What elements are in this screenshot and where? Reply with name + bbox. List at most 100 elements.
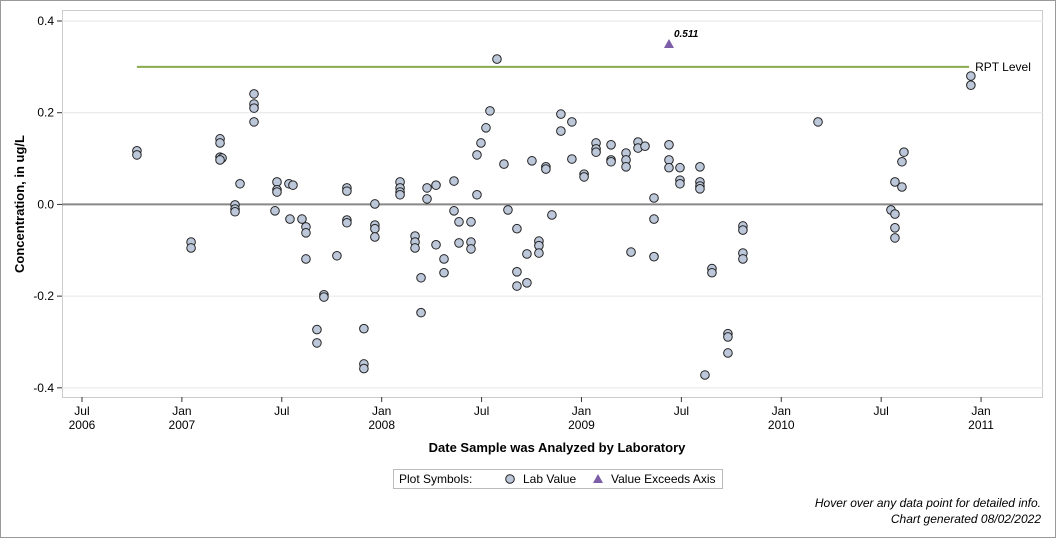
point xyxy=(439,267,449,278)
point xyxy=(890,223,900,233)
y-tick-label: -0.4 xyxy=(33,381,54,395)
point xyxy=(416,272,426,283)
point xyxy=(503,205,513,215)
point xyxy=(319,292,329,302)
point xyxy=(297,214,307,224)
x-tick-label: Jul 2006 xyxy=(68,404,96,432)
x-tick-label: Jan 2008 xyxy=(368,404,396,432)
point xyxy=(723,332,733,342)
point xyxy=(499,159,509,169)
point xyxy=(675,178,685,189)
point xyxy=(567,117,577,127)
point xyxy=(723,348,733,358)
x-tick-label: Jul xyxy=(473,404,490,418)
note: Hover over any data point for detailed i… xyxy=(815,496,1041,510)
point xyxy=(312,338,322,348)
point xyxy=(579,172,589,182)
point xyxy=(439,254,449,264)
point xyxy=(312,324,322,335)
point xyxy=(230,206,240,217)
point xyxy=(707,267,717,278)
point xyxy=(359,323,369,334)
point xyxy=(466,244,476,254)
point xyxy=(422,194,432,204)
point xyxy=(472,189,482,200)
point xyxy=(591,147,601,157)
point xyxy=(449,206,459,216)
y-tick-label: 0.4 xyxy=(37,14,54,28)
point xyxy=(606,140,616,150)
point xyxy=(342,186,352,196)
point xyxy=(649,251,659,262)
point xyxy=(512,267,522,277)
point xyxy=(527,156,537,166)
legend-title: Plot Symbols: xyxy=(399,472,472,486)
point xyxy=(301,228,311,238)
point xyxy=(966,71,976,81)
point xyxy=(132,150,142,160)
point xyxy=(431,239,441,250)
point xyxy=(522,278,532,288)
legend-label: Lab Value xyxy=(523,472,576,486)
legend-box xyxy=(393,469,723,489)
x-tick-label: Jan 2010 xyxy=(767,404,795,432)
point xyxy=(249,117,259,127)
exceeds-label: 0.511 xyxy=(674,29,699,40)
x-tick-label: Jul xyxy=(274,404,290,418)
point xyxy=(664,140,674,150)
point xyxy=(738,225,748,235)
point xyxy=(534,248,544,258)
point xyxy=(890,233,900,243)
point xyxy=(512,223,522,234)
legend-symbol xyxy=(593,474,603,483)
point xyxy=(897,182,907,192)
legend-label: Value Exceeds Axis xyxy=(611,472,716,486)
point xyxy=(359,363,369,374)
point xyxy=(567,154,577,164)
point xyxy=(966,80,976,90)
point xyxy=(431,180,441,190)
point xyxy=(186,243,196,253)
point xyxy=(675,162,685,173)
x-axis-label: Date Sample was Analyzed by Laboratory xyxy=(429,440,686,455)
point xyxy=(899,147,909,157)
point xyxy=(556,109,566,119)
point xyxy=(738,254,748,264)
y-tick-label: 0.2 xyxy=(37,106,54,120)
x-tick-label: Jul xyxy=(673,404,690,418)
point xyxy=(897,156,907,167)
point xyxy=(272,187,282,197)
x-tick-label: Jan 2009 xyxy=(568,404,595,432)
point xyxy=(890,209,900,219)
point xyxy=(522,249,532,259)
point xyxy=(649,214,659,224)
x-tick-label: Jan 2007 xyxy=(168,404,196,432)
point xyxy=(700,370,710,380)
point xyxy=(270,206,280,216)
point xyxy=(626,247,636,257)
point xyxy=(621,162,631,172)
point xyxy=(342,217,352,228)
point xyxy=(556,126,566,136)
point xyxy=(485,106,495,116)
point xyxy=(476,138,486,148)
point xyxy=(249,103,259,113)
point xyxy=(512,281,522,291)
legend-symbol xyxy=(505,474,515,484)
y-tick-label: 0.0 xyxy=(37,197,54,211)
point xyxy=(649,193,659,203)
point xyxy=(235,178,245,189)
point xyxy=(422,183,432,193)
point xyxy=(606,156,616,167)
point xyxy=(301,254,311,264)
point xyxy=(249,89,259,99)
point xyxy=(285,214,295,224)
point xyxy=(813,117,823,127)
point xyxy=(454,238,464,248)
point xyxy=(370,232,380,242)
point xyxy=(640,141,650,151)
point xyxy=(664,162,674,173)
point xyxy=(547,210,557,220)
